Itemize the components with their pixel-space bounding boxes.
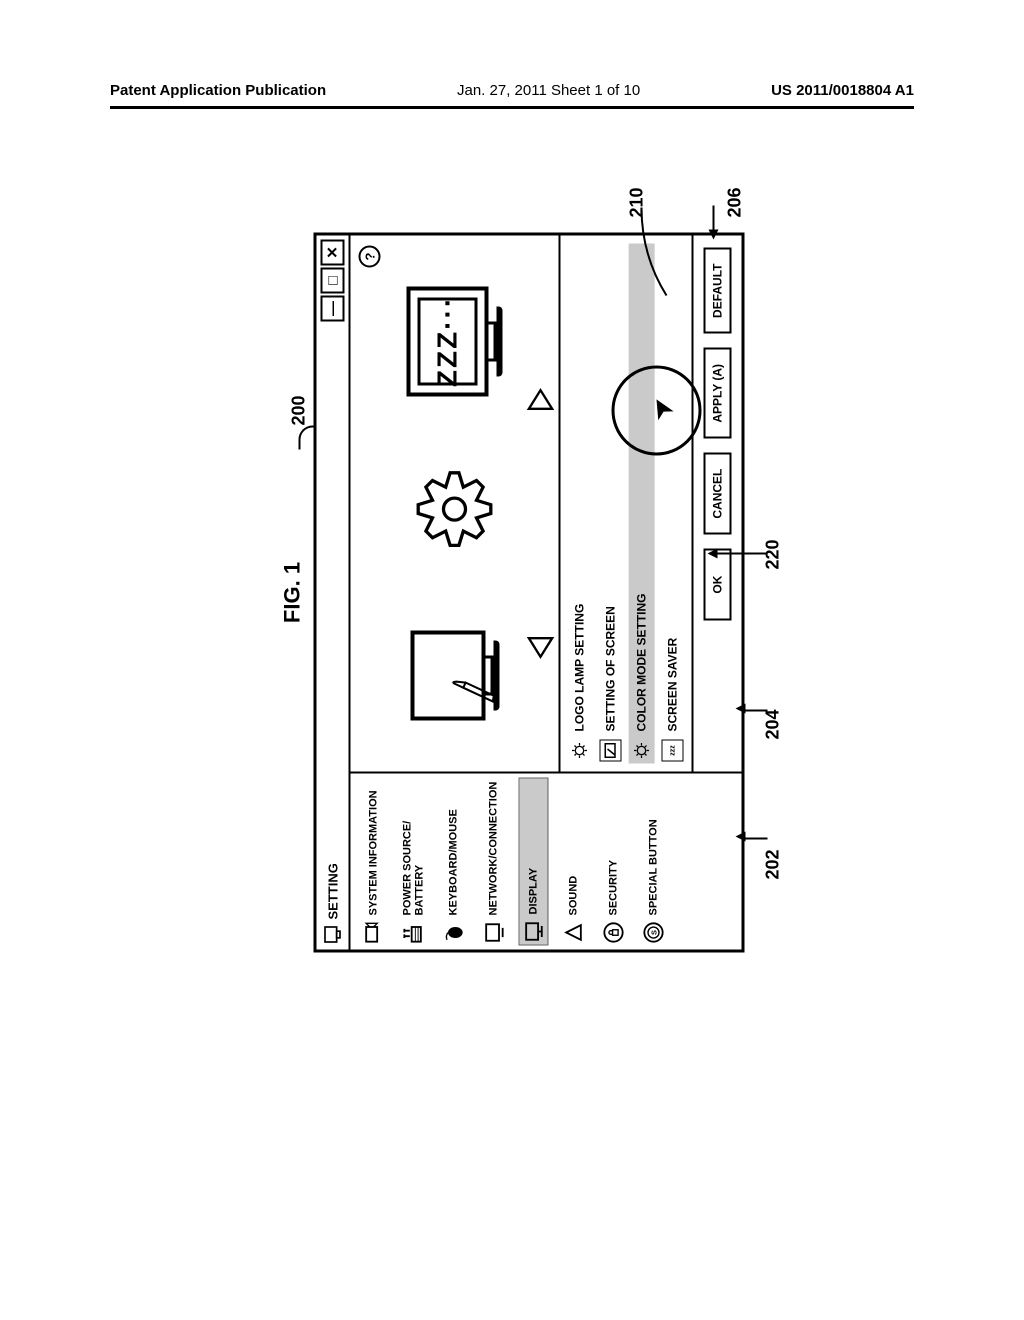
apply-button[interactable]: APPLY (A) [704,348,732,439]
minimize-button[interactable]: — [321,296,345,322]
monitor-brush-illustration [410,631,499,721]
callout-204: 204 [763,709,784,739]
sidebar-item-label: NETWORK/CONNECTION [488,782,500,916]
lead-204 [744,710,768,712]
gear-icon [631,740,653,762]
network-icon [483,922,505,944]
gear-icon [569,740,591,762]
sidebar: SYSTEM INFORMATION POWER SOURCE/ BATTERY… [351,772,742,950]
option-label: LOGO LAMP SETTING [573,604,587,732]
sidebar-item-power[interactable]: POWER SOURCE/ BATTERY [399,778,429,946]
zzz-text: ZZZ··· [428,292,468,391]
content-area: ? [351,236,742,772]
sidebar-item-label: POWER SOURCE/ BATTERY [402,821,426,916]
lead-220 [708,553,768,555]
help-button[interactable]: ? [359,246,381,268]
sidebar-item-label: KEYBOARD/MOUSE [448,809,460,915]
callout-206: 206 [725,188,746,218]
preview-panel: ? [351,236,561,772]
sidebar-item-label: SOUND [568,876,580,916]
page-header: Patent Application Publication Jan. 27, … [0,82,1024,99]
sidebar-item-network[interactable]: NETWORK/CONNECTION [479,778,509,946]
option-label: SCREEN SAVER [666,638,680,732]
maximize-button[interactable]: □ [321,268,345,294]
gear-icon [400,459,510,569]
figure-label: FIG. 1 [280,233,306,953]
display-icon [523,921,545,943]
ok-button[interactable]: OK [704,549,732,621]
pub-number: US 2011/0018804 A1 [771,82,914,99]
monitor-zzz-illustration: ZZZ··· [407,287,503,397]
screen-setting-icon [600,740,622,762]
pub-label: Patent Application Publication [110,82,326,99]
lead-206 [706,206,724,240]
svg-text:S: S [649,930,658,935]
footer-buttons: OK CANCEL APPLY (A) DEFAULT [694,236,742,772]
option-logo-lamp[interactable]: LOGO LAMP SETTING [567,244,593,764]
sidebar-item-display[interactable]: DISPLAY [519,778,549,946]
header-rule [110,106,914,109]
sidebar-item-label: SYSTEM INFORMATION [368,790,380,915]
sidebar-item-keyboard[interactable]: KEYBOARD/MOUSE [439,778,469,946]
mouse-icon [443,922,465,944]
lead-202 [744,838,768,840]
window-title: SETTING [325,863,340,919]
system-info-icon [363,922,385,944]
callout-200: 200 [289,396,310,426]
special-button-icon: S [643,922,665,944]
option-screen-setting[interactable]: SETTING OF SCREEN [598,244,624,764]
option-label: COLOR MODE SETTING [635,594,649,732]
sidebar-item-system-info[interactable]: SYSTEM INFORMATION [359,778,389,946]
window-icon [322,924,344,946]
sidebar-item-security[interactable]: SECURITY [599,778,629,946]
sidebar-item-label: DISPLAY [528,868,540,915]
callout-202: 202 [763,849,784,879]
date-sheet: Jan. 27, 2011 Sheet 1 of 10 [457,82,640,99]
lock-icon [603,922,625,944]
sound-icon [563,922,585,944]
sidebar-item-special[interactable]: S SPECIAL BUTTON [639,778,669,946]
titlebar: SETTING — □ ✕ [317,236,351,950]
next-arrow[interactable] [527,386,555,414]
battery-icon [403,922,425,944]
prev-arrow[interactable] [527,634,555,662]
sidebar-item-label: SECURITY [608,860,620,916]
default-button[interactable]: DEFAULT [704,248,732,334]
close-button[interactable]: ✕ [321,240,345,266]
screensaver-icon: zzz [662,740,684,762]
sidebar-item-sound[interactable]: SOUND [559,778,589,946]
lead-210 [637,206,682,336]
option-label: SETTING OF SCREEN [604,606,618,731]
sidebar-item-label: SPECIAL BUTTON [648,819,660,915]
cancel-button[interactable]: CANCEL [704,453,732,535]
settings-window: 200 SETTING — □ ✕ [314,233,745,953]
